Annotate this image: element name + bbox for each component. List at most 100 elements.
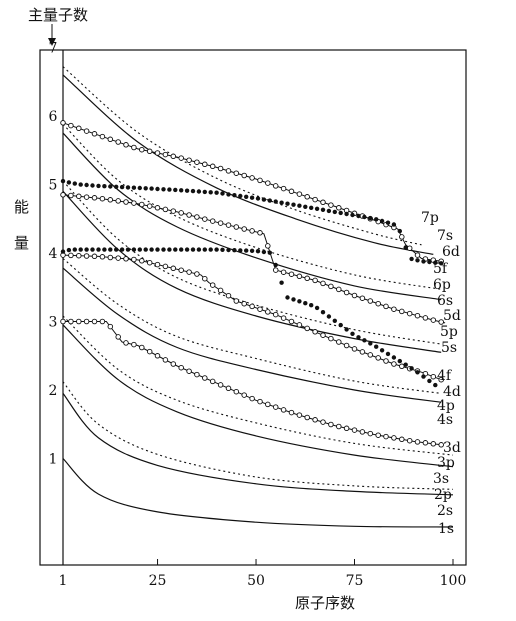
marker-5d bbox=[178, 210, 184, 216]
marker-3d bbox=[115, 334, 121, 340]
orbital-label-1s: 1s bbox=[438, 521, 454, 537]
marker-5d bbox=[288, 271, 295, 277]
marker-4d bbox=[367, 352, 374, 358]
orbital-label-5f: 5f bbox=[433, 261, 449, 277]
marker-5f bbox=[362, 214, 367, 220]
marker-4f bbox=[249, 248, 255, 253]
marker-5d bbox=[60, 192, 66, 198]
marker-4d bbox=[399, 363, 405, 370]
marker-5f bbox=[320, 207, 326, 212]
marker-5f bbox=[379, 218, 385, 224]
marker-5f bbox=[78, 182, 83, 187]
orbital-curve-5p bbox=[62, 180, 442, 345]
marker-5d bbox=[272, 267, 279, 273]
marker-3d bbox=[272, 404, 279, 410]
marker-3d bbox=[146, 348, 153, 355]
marker-3d bbox=[265, 401, 271, 408]
marker-5f bbox=[108, 184, 113, 189]
marker-5d bbox=[414, 312, 421, 319]
marker-5d bbox=[233, 224, 240, 230]
orbital-curve-6d bbox=[62, 122, 442, 262]
marker-5f bbox=[433, 260, 438, 265]
marker-3d bbox=[406, 437, 413, 444]
orbital-label-5s: 5s bbox=[441, 340, 457, 356]
marker-5f bbox=[114, 184, 119, 189]
marker-6d bbox=[233, 170, 240, 176]
marker-4d bbox=[170, 265, 177, 272]
marker-5d bbox=[209, 218, 216, 224]
arrow-down-icon bbox=[48, 24, 56, 46]
marker-5d bbox=[115, 198, 121, 204]
marker-4d bbox=[115, 255, 121, 261]
marker-4f bbox=[238, 248, 243, 253]
marker-5f bbox=[137, 185, 142, 191]
marker-6d bbox=[225, 168, 232, 174]
marker-5d bbox=[202, 216, 208, 222]
marker-3d bbox=[383, 433, 389, 440]
marker-5f bbox=[125, 185, 131, 190]
marker-3d bbox=[312, 417, 318, 423]
marker-5d bbox=[257, 230, 263, 236]
marker-4d bbox=[123, 256, 129, 262]
marker-5d bbox=[139, 201, 145, 208]
marker-4f bbox=[415, 370, 420, 375]
marker-4f bbox=[173, 247, 178, 252]
marker-5f bbox=[143, 186, 148, 191]
marker-5f bbox=[356, 213, 361, 219]
marker-5d bbox=[304, 275, 310, 282]
marker-3d bbox=[131, 341, 137, 348]
marker-6d bbox=[312, 196, 318, 203]
marker-5f bbox=[261, 197, 267, 202]
x-tick-label: 50 bbox=[247, 573, 265, 589]
marker-5f bbox=[102, 184, 107, 189]
marker-5d bbox=[430, 317, 437, 323]
marker-5f bbox=[72, 181, 78, 186]
marker-5f bbox=[179, 188, 184, 193]
marker-4d bbox=[249, 303, 255, 310]
marker-4f bbox=[208, 247, 213, 252]
marker-6d bbox=[123, 142, 129, 148]
marker-3d bbox=[296, 412, 303, 418]
marker-5f bbox=[220, 191, 225, 196]
marker-4f bbox=[332, 318, 337, 323]
marker-4f bbox=[391, 355, 397, 360]
orbital-label-4f: 4f bbox=[437, 368, 453, 384]
marker-5d bbox=[351, 292, 358, 299]
orbital-label-6p: 6p bbox=[433, 277, 451, 293]
marker-4d bbox=[233, 298, 240, 304]
marker-5f bbox=[149, 186, 154, 191]
marker-3d bbox=[123, 340, 129, 346]
orbital-curve-5s bbox=[62, 190, 442, 353]
marker-6d bbox=[265, 180, 271, 186]
marker-4f bbox=[374, 344, 379, 349]
marker-3d bbox=[83, 318, 90, 325]
marker-5f bbox=[184, 188, 190, 193]
orbital-label-4s: 4s bbox=[437, 412, 453, 428]
marker-3d bbox=[209, 378, 216, 385]
marker-4f bbox=[368, 341, 373, 346]
marker-6d bbox=[107, 136, 114, 143]
marker-4f bbox=[96, 247, 101, 252]
marker-5f bbox=[314, 206, 320, 211]
orbital-label-3d: 3d bbox=[443, 440, 461, 456]
marker-4f bbox=[397, 358, 402, 364]
marker-4f bbox=[108, 247, 113, 252]
marker-5f bbox=[202, 189, 207, 195]
marker-4f bbox=[379, 348, 385, 353]
orbital-label-3p: 3p bbox=[437, 455, 455, 471]
x-tick-label: 100 bbox=[440, 573, 467, 589]
marker-5d bbox=[225, 222, 232, 228]
marker-5d bbox=[265, 243, 271, 249]
marker-6d bbox=[288, 188, 295, 195]
marker-5f bbox=[350, 212, 355, 218]
marker-4d bbox=[288, 318, 295, 325]
marker-4d bbox=[131, 256, 137, 263]
x-tick-label: 75 bbox=[346, 573, 364, 589]
marker-5f bbox=[226, 192, 231, 197]
marker-4f bbox=[267, 250, 272, 255]
marker-4f bbox=[320, 310, 326, 315]
marker-5f bbox=[279, 200, 284, 205]
marker-4f bbox=[314, 305, 320, 311]
marker-6d bbox=[202, 161, 208, 168]
